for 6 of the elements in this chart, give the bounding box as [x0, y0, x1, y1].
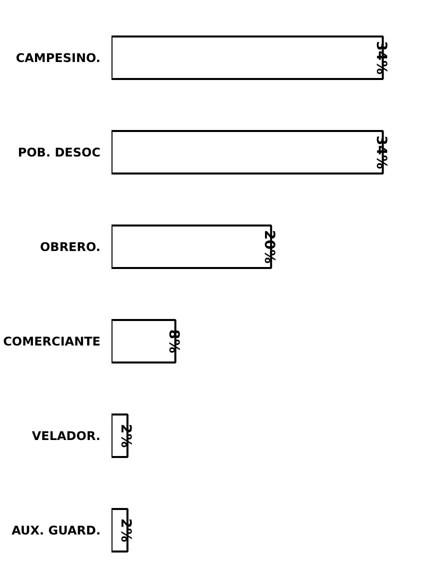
y-tick-label: VELADOR. — [32, 428, 101, 443]
y-tick-label: AUX. GUARD. — [12, 523, 100, 538]
y-tick-label: COMERCIANTE — [3, 334, 101, 348]
y-tick-label: OBRERO. — [40, 240, 101, 254]
y-tick-label: POB. DESOC — [18, 145, 101, 160]
y-tick-label: CAMPESINO. — [16, 50, 101, 65]
